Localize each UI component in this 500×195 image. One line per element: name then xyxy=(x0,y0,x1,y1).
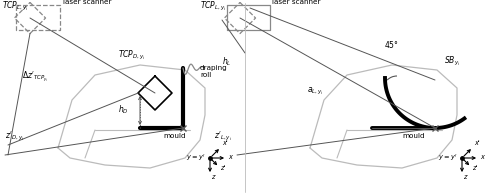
Text: $h_L$: $h_L$ xyxy=(222,56,232,68)
Text: $h_D$: $h_D$ xyxy=(118,103,128,115)
Text: $y = y'$: $y = y'$ xyxy=(186,153,206,165)
Text: draping
roll: draping roll xyxy=(200,65,228,78)
Text: x: x xyxy=(228,154,232,160)
Text: x': x' xyxy=(222,140,228,146)
Text: z': z' xyxy=(220,165,226,171)
Text: z: z xyxy=(463,174,466,180)
Text: z: z xyxy=(211,174,214,180)
Text: x': x' xyxy=(474,140,480,146)
Text: $45°$: $45°$ xyxy=(384,39,399,50)
Text: $z'_{L,y_i}$: $z'_{L,y_i}$ xyxy=(214,129,232,143)
Text: $y = y'$: $y = y'$ xyxy=(438,153,458,165)
Text: $TCP_{D,y_i}$: $TCP_{D,y_i}$ xyxy=(118,48,146,62)
Text: $\Delta z'_{TCP_{y_i}}$: $\Delta z'_{TCP_{y_i}}$ xyxy=(22,69,48,83)
Text: $TCP_{L,y_i}$: $TCP_{L,y_i}$ xyxy=(2,0,29,12)
Text: laser scanner: laser scanner xyxy=(272,0,320,5)
Text: $SB_{y_i}$: $SB_{y_i}$ xyxy=(444,54,460,67)
Text: $TCP_{L,y_i}$: $TCP_{L,y_i}$ xyxy=(200,0,226,12)
Text: $a_{L,y_i}$: $a_{L,y_i}$ xyxy=(307,85,324,97)
Text: z': z' xyxy=(472,165,478,171)
Text: mould: mould xyxy=(402,133,424,139)
Text: mould: mould xyxy=(163,133,186,139)
Text: x: x xyxy=(480,154,484,160)
Text: laser scanner: laser scanner xyxy=(63,0,112,5)
Text: $z'_{D,y_i}$: $z'_{D,y_i}$ xyxy=(5,129,24,143)
